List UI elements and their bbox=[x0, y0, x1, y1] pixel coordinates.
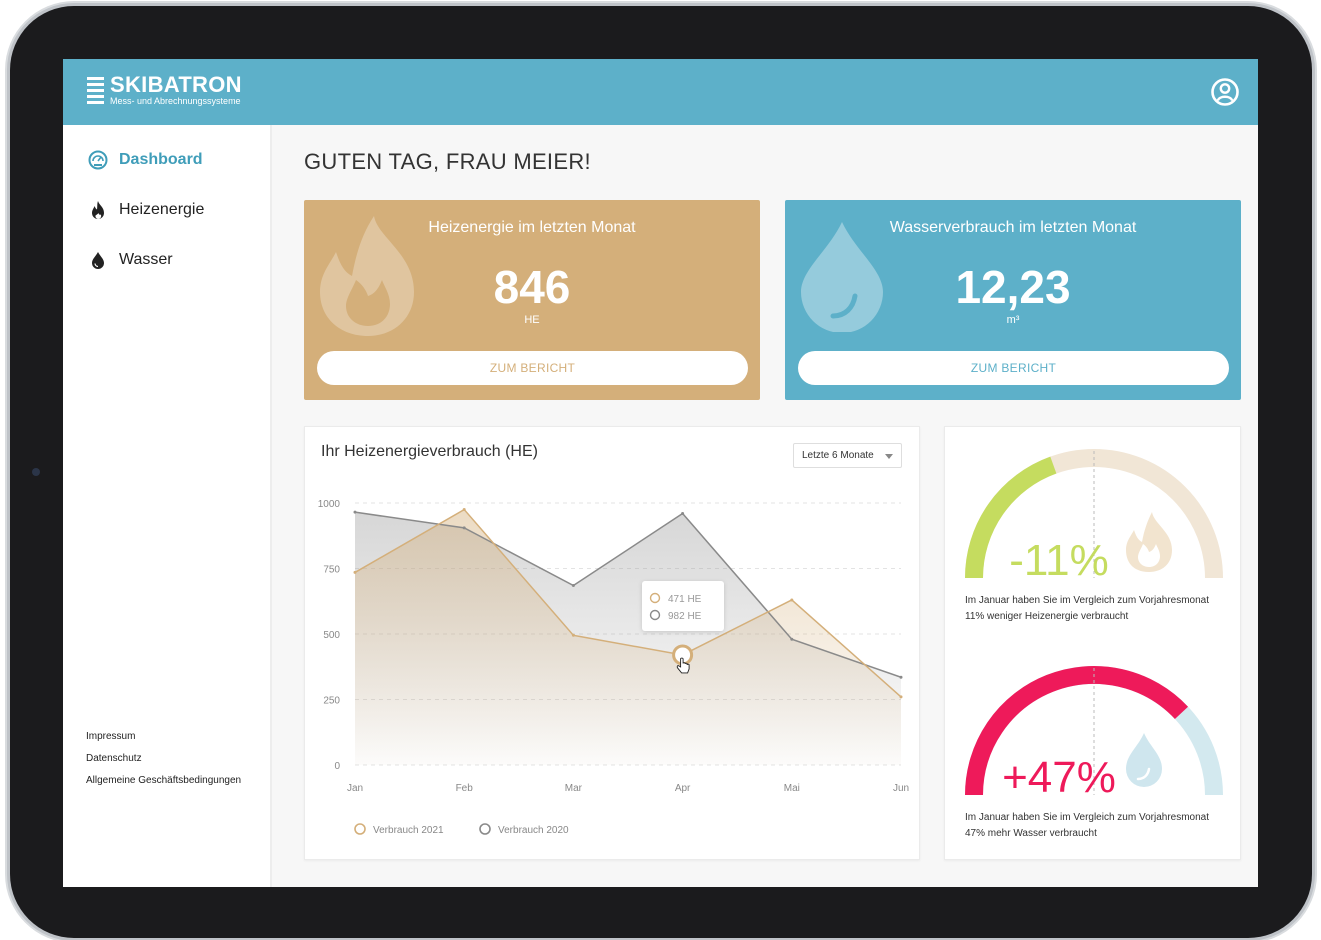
x-tick-label: Mar bbox=[565, 783, 583, 794]
range-select-value: Letzte 6 Monate bbox=[802, 450, 874, 461]
footer-link-impressum[interactable]: Impressum bbox=[86, 731, 136, 742]
logo-bars-icon bbox=[87, 77, 104, 104]
account-icon[interactable] bbox=[1210, 77, 1240, 107]
data-point bbox=[571, 584, 575, 588]
water-kpi-unit: m³ bbox=[1006, 314, 1020, 326]
data-point bbox=[899, 695, 903, 699]
gauge-icon bbox=[87, 149, 109, 171]
legend-marker bbox=[479, 823, 491, 835]
tooltip-marker bbox=[649, 592, 661, 604]
water-gauge: +47% bbox=[965, 666, 1223, 802]
sidebar-item-label: Wasser bbox=[119, 251, 173, 268]
x-tick-label: Jun bbox=[893, 783, 909, 794]
gauge-value: -11% bbox=[1009, 536, 1108, 585]
x-tick-label: Mai bbox=[784, 783, 800, 794]
heat-kpi-card: Heizenergie im letzten Monat 846 HE ZUM … bbox=[304, 200, 760, 400]
flame-icon bbox=[87, 199, 109, 221]
gauge-value: +47% bbox=[1002, 753, 1116, 802]
footer-link-datenschutz[interactable]: Datenschutz bbox=[86, 753, 142, 764]
data-point bbox=[462, 526, 466, 530]
water-kpi-card: Wasserverbrauch im letzten Monat 12,23 m… bbox=[785, 200, 1241, 400]
chart-tooltip: 471 HE 982 HE bbox=[642, 581, 724, 631]
flame-icon bbox=[1126, 512, 1172, 572]
y-tick-label: 250 bbox=[323, 696, 340, 707]
area-verbrauch-2021 bbox=[355, 509, 901, 765]
heat-gauge-text-line2: 11% weniger Heizenergie verbraucht bbox=[965, 611, 1129, 622]
data-point bbox=[462, 508, 466, 512]
chevron-down-icon bbox=[885, 454, 893, 459]
drop-icon bbox=[801, 222, 883, 332]
x-tick-label: Apr bbox=[675, 783, 691, 794]
data-point bbox=[571, 633, 575, 637]
y-tick-label: 500 bbox=[323, 630, 340, 641]
water-report-button[interactable]: ZUM BERICHT bbox=[798, 351, 1229, 385]
legend-label: Verbrauch 2020 bbox=[498, 825, 569, 836]
heat-kpi-title: Heizenergie im letzten Monat bbox=[428, 219, 636, 236]
sidebar-item-wasser[interactable]: Wasser bbox=[87, 249, 173, 271]
comparison-card: -11% Im Januar haben Sie im Vergleich zu… bbox=[944, 426, 1241, 860]
tooltip-box bbox=[642, 581, 724, 631]
water-gauge-text-line2: 47% mehr Wasser verbraucht bbox=[965, 828, 1097, 839]
gauge-fill bbox=[965, 456, 1057, 579]
sidebar-item-label: Heizenergie bbox=[119, 201, 205, 218]
legend-label: Verbrauch 2021 bbox=[373, 825, 444, 836]
top-bar: SKIBATRON Mess- und Abrechnungssysteme bbox=[63, 59, 1258, 125]
heat-kpi-value: 846 bbox=[493, 261, 571, 313]
data-point bbox=[353, 510, 357, 514]
range-select[interactable]: Letzte 6 Monate bbox=[793, 443, 902, 468]
water-gauge-text-line1: Im Januar haben Sie im Vergleich zum Vor… bbox=[965, 812, 1210, 823]
app-screen: SKIBATRON Mess- und Abrechnungssysteme D… bbox=[63, 59, 1258, 887]
drop-icon bbox=[87, 249, 109, 271]
data-point bbox=[681, 511, 685, 515]
data-point bbox=[353, 570, 357, 574]
data-point bbox=[790, 598, 794, 602]
sidebar-item-heizenergie[interactable]: Heizenergie bbox=[87, 199, 204, 221]
sidebar: Dashboard Heizenergie Wasser Impressum D… bbox=[63, 125, 272, 887]
y-tick-label: 1000 bbox=[318, 499, 341, 510]
line-verbrauch-2021 bbox=[354, 508, 902, 698]
heat-kpi-unit: HE bbox=[524, 314, 540, 326]
footer-link-agb[interactable]: Allgemeine Geschäftsbedingungen bbox=[86, 775, 242, 786]
x-tick-label: Feb bbox=[456, 783, 474, 794]
y-tick-label: 750 bbox=[323, 565, 340, 576]
consumption-chart: 0 250 500 750 1000 Jan Feb Mar Apr Mai Jun 471 HE 98… bbox=[318, 499, 909, 836]
legend-marker bbox=[354, 823, 366, 835]
x-tick-label: Jan bbox=[347, 783, 363, 794]
heat-report-button[interactable]: ZUM BERICHT bbox=[317, 351, 748, 385]
brand-tagline: Mess- und Abrechnungssysteme bbox=[110, 96, 241, 106]
tooltip-marker bbox=[649, 609, 661, 621]
flame-icon bbox=[320, 216, 414, 336]
gauge-fill bbox=[965, 666, 1189, 796]
tooltip-line: 982 HE bbox=[668, 611, 702, 622]
sidebar-item-dashboard[interactable]: Dashboard bbox=[87, 149, 203, 171]
consumption-chart-card: Ihr Heizenergieverbrauch (HE) Letzte 6 M… bbox=[304, 426, 920, 860]
tooltip-line: 471 HE bbox=[668, 594, 702, 605]
water-gauge-text: Im Januar haben Sie im Vergleich zum Vor… bbox=[965, 810, 1235, 842]
drop-icon bbox=[1126, 733, 1162, 787]
chart-title: Ihr Heizenergieverbrauch (HE) bbox=[321, 443, 538, 460]
front-camera bbox=[32, 468, 40, 476]
brand-name: SKIBATRON bbox=[110, 72, 242, 97]
line-verbrauch-2020 bbox=[354, 511, 902, 678]
heat-gauge-text-line1: Im Januar haben Sie im Vergleich zum Vor… bbox=[965, 595, 1210, 606]
heat-gauge-text: Im Januar haben Sie im Vergleich zum Vor… bbox=[965, 593, 1235, 625]
water-kpi-value: 12,23 bbox=[955, 261, 1071, 313]
brand-logo[interactable]: SKIBATRON Mess- und Abrechnungssysteme bbox=[87, 74, 242, 106]
hand-cursor-icon bbox=[676, 657, 690, 674]
y-tick-label: 0 bbox=[334, 761, 340, 772]
water-kpi-title: Wasserverbrauch im letzten Monat bbox=[889, 219, 1137, 236]
sidebar-item-label: Dashboard bbox=[119, 151, 203, 168]
data-point bbox=[899, 675, 903, 679]
page-title: GUTEN TAG, FRAU MEIER! bbox=[304, 149, 591, 174]
data-point bbox=[790, 637, 794, 641]
heat-gauge: -11% bbox=[965, 449, 1223, 585]
